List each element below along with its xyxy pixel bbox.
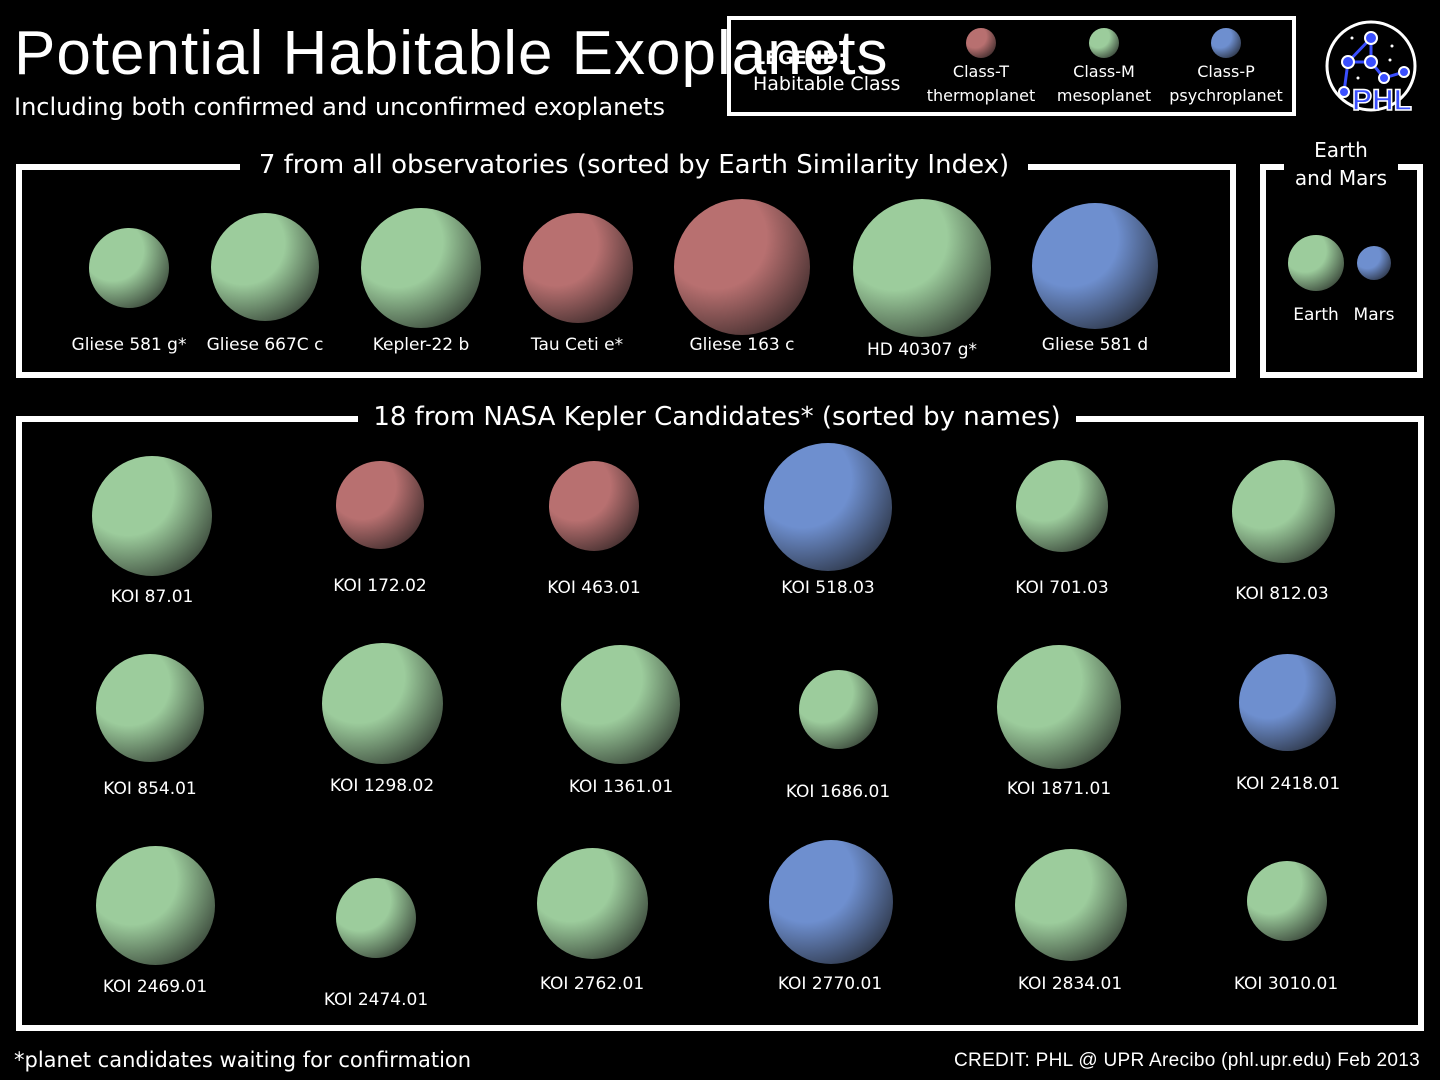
planet-label: KOI 172.02 (333, 576, 427, 596)
planet-label: KOI 2762.01 (539, 974, 645, 994)
reference-title: Earth and Mars (1284, 136, 1398, 192)
legend-class-p-label: Class-P (1197, 62, 1255, 81)
planet-label: Mars (1353, 305, 1395, 325)
planet-mars (1357, 246, 1391, 280)
planet-gliese-581-d (1032, 203, 1158, 329)
credit: CREDIT: PHL @ UPR Arecibo (phl.upr.edu) … (954, 1050, 1420, 1071)
planet-gliese-581-g (89, 228, 169, 308)
planet-kepler-22-b (361, 208, 481, 328)
planet-hd-40307-g (853, 199, 991, 337)
planet-koi-854-01 (96, 654, 204, 762)
legend-item-class-t: Class-T thermoplanet (911, 28, 1051, 108)
planet-koi-172-02 (336, 461, 424, 549)
planet-gliese-163-c (674, 199, 810, 335)
planet-label: KOI 1361.01 (568, 777, 674, 797)
observatories-title: 7 from all observatories (sorted by Eart… (240, 148, 1028, 182)
class-t-swatch (966, 28, 996, 58)
planet-label: KOI 2770.01 (777, 974, 883, 994)
planet-label: Gliese 667C c (206, 335, 324, 355)
planet-label: KOI 1298.02 (329, 776, 435, 796)
legend-class-t-desc: thermoplanet (926, 86, 1036, 105)
planet-koi-2770-01 (769, 840, 893, 964)
phl-logo-text: PHL (1352, 84, 1412, 116)
legend-class-t-label: Class-T (952, 62, 1010, 81)
legend-class-m-label: Class-M (1073, 62, 1135, 81)
planet-koi-3010-01 (1247, 861, 1327, 941)
planet-label: KOI 2469.01 (102, 977, 208, 997)
planet-koi-1871-01 (997, 645, 1121, 769)
planet-koi-812-03 (1232, 460, 1335, 563)
planet-label: KOI 2418.01 (1235, 774, 1341, 794)
phl-logo-icon: PHL (1325, 20, 1417, 116)
legend-item-class-p: Class-P psychroplanet (1156, 28, 1296, 108)
planet-koi-2418-01 (1239, 654, 1336, 751)
planet-label: Gliese 163 c (689, 335, 795, 355)
legend-item-class-m: Class-M mesoplanet (1034, 28, 1174, 108)
planet-label: Tau Ceti e* (530, 335, 624, 355)
planet-label: KOI 812.03 (1235, 584, 1329, 604)
legend-heading: LEGEND: Habitable Class (753, 45, 900, 97)
planet-gliese-667c-c (211, 213, 319, 321)
legend-class-p-desc: psychroplanet (1169, 86, 1283, 105)
planet-label: KOI 1871.01 (1006, 779, 1112, 799)
planet-koi-2762-01 (537, 848, 648, 959)
reference-title-line1: Earth (1314, 138, 1368, 162)
legend-heading-label: LEGEND: (753, 47, 846, 69)
legend-subheading: Habitable Class (753, 73, 901, 95)
planet-label: KOI 518.03 (781, 578, 875, 598)
planet-koi-1298-02 (322, 643, 443, 764)
planet-koi-1361-01 (561, 645, 680, 764)
planet-koi-463-01 (549, 461, 639, 551)
planet-label: HD 40307 g* (866, 340, 978, 360)
planet-earth (1288, 235, 1344, 291)
planet-koi-1686-01 (799, 670, 878, 749)
planet-koi-2469-01 (96, 846, 215, 965)
page-title: Potential Habitable Exoplanets (14, 19, 889, 88)
reference-title-line2: and Mars (1294, 166, 1388, 190)
planet-label: KOI 463.01 (547, 578, 641, 598)
class-p-swatch (1211, 28, 1241, 58)
planet-label: Gliese 581 d (1041, 335, 1149, 355)
planet-label: KOI 2834.01 (1017, 974, 1123, 994)
class-m-swatch (1089, 28, 1119, 58)
planet-koi-87-01 (92, 456, 212, 576)
legend-class-m-desc: mesoplanet (1056, 86, 1152, 105)
planet-koi-701-03 (1016, 460, 1108, 552)
page-subtitle: Including both confirmed and unconfirmed… (14, 93, 666, 121)
planet-label: Kepler-22 b (372, 335, 470, 355)
planet-tau-ceti-e (523, 213, 633, 323)
footnote: *planet candidates waiting for confirmat… (14, 1048, 472, 1072)
planet-label: KOI 854.01 (103, 779, 197, 799)
planet-label: Earth (1293, 305, 1339, 325)
kepler-title: 18 from NASA Kepler Candidates* (sorted … (358, 400, 1076, 434)
planet-label: KOI 701.03 (1015, 578, 1109, 598)
planet-label: KOI 2474.01 (323, 990, 429, 1010)
planet-koi-2474-01 (336, 878, 416, 958)
legend-box: LEGEND: Habitable Class Class-T thermopl… (727, 16, 1296, 116)
planet-label: KOI 87.01 (110, 587, 194, 607)
planet-label: KOI 1686.01 (785, 782, 891, 802)
planet-koi-2834-01 (1015, 849, 1127, 961)
planet-label: Gliese 581 g* (71, 335, 187, 355)
kepler-box (16, 416, 1424, 1031)
planet-koi-518-03 (764, 443, 892, 571)
planet-label: KOI 3010.01 (1233, 974, 1339, 994)
